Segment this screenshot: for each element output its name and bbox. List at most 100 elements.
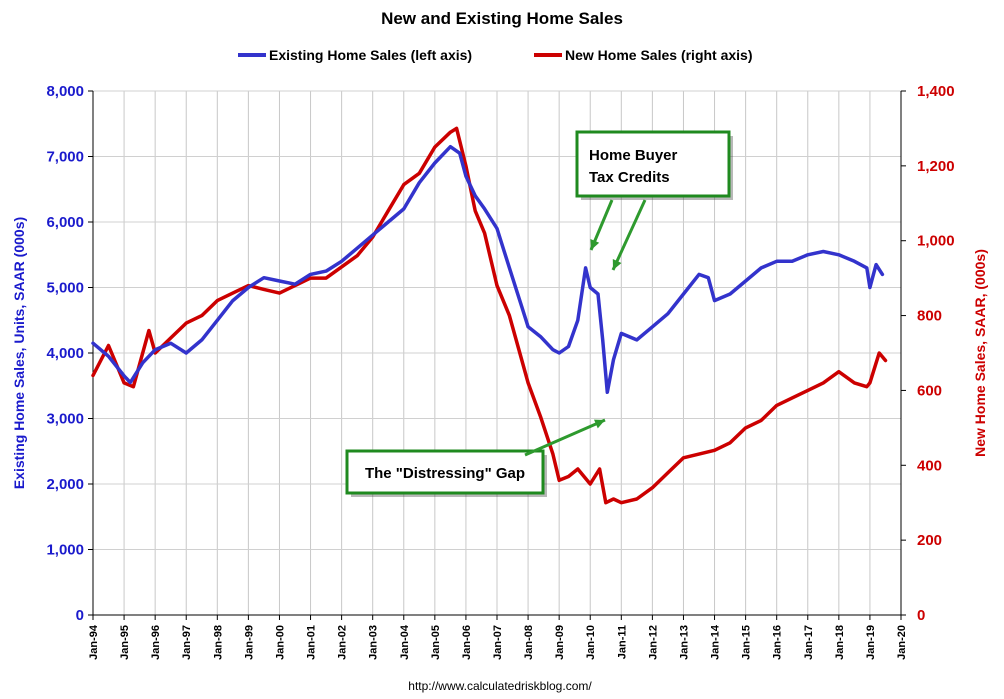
new-home-sales-point [340,266,343,268]
y-right-tick-label: 1,400 [917,83,955,100]
existing-home-sales-point [169,342,172,345]
x-tick-label: Jan-14 [710,624,722,660]
y-right-tick-label: 0 [917,607,925,624]
new-home-sales-point [521,359,523,362]
existing-home-sales-point [521,306,523,308]
arrow-gap-head [594,419,605,429]
new-home-sales-point [577,468,579,470]
source-url[interactable]: http://www.calculatedriskblog.com/ [408,679,592,693]
existing-home-sales-point [356,247,359,249]
axes: Jan-94 Jan-95 Jan-96 Jan-97 Jan-98 Jan-99 Jan-… [46,83,954,660]
new-home-sales-point [791,397,793,399]
existing-home-sales-point [449,145,452,148]
existing-home-sales-point [278,280,281,282]
x-tick-label: Jan-02 [337,625,349,660]
existing-home-sales-point [371,234,374,236]
new-home-sales-point [216,299,219,302]
x-tick-label: Jan-07 [492,625,504,660]
new-home-sales-point [474,210,477,212]
x-tick-label: Jan-96 [150,625,162,660]
y-left-tick-label: 4,000 [46,345,84,362]
existing-home-sales-point [589,286,591,289]
existing-home-sales-point [527,326,529,328]
y-right-tick-label: 600 [917,382,942,399]
x-tick-label: Jan-15 [741,625,753,660]
x-tick-label: Jan-94 [88,624,100,660]
new-home-sales-point [807,389,809,392]
x-tick-label: Jan-18 [834,625,846,660]
new-home-sales-line [91,126,888,505]
new-home-sales-point [278,292,281,294]
annotation-text-tax-credits: Tax Credits [589,169,670,186]
arrow-tax-credit-2-head [612,259,622,270]
existing-home-sales-point [465,175,467,177]
new-home-sales-point [884,359,887,362]
existing-home-sales-point [232,299,234,302]
existing-home-sales-point [496,227,498,230]
y-left-tick-label: 7,000 [46,149,84,166]
new-home-sales-point [636,498,638,500]
existing-home-sales-point [775,260,778,263]
x-tick-label: Jan-01 [306,625,318,660]
x-tick-label: Jan-17 [803,625,815,660]
existing-home-sales-point [474,195,477,197]
annotation-text-tax-credits: Home Buyer [589,147,678,164]
existing-home-sales-point [309,273,312,276]
new-home-sales-point [527,382,529,384]
existing-home-sales-point [325,270,327,272]
y-left-tick-label: 5,000 [46,280,84,297]
new-home-sales-point [612,498,615,500]
x-tick-label: Jan-11 [616,625,628,659]
x-tick-label: Jan-09 [554,625,566,660]
x-tick-label: Jan-04 [399,624,411,660]
existing-home-sales-point [340,260,343,263]
existing-home-sales-point [713,299,716,302]
x-tick-label: Jan-97 [181,625,193,660]
new-home-sales-point [567,475,570,478]
new-home-sales-point [325,277,327,279]
x-tick-label: Jan-03 [368,625,380,660]
new-home-sales-point [558,479,560,482]
new-home-sales-point [387,210,390,212]
existing-home-sales-point [606,391,609,394]
existing-home-sales-point [539,335,542,338]
existing-home-sales-point [791,260,793,263]
existing-home-sales-point [294,283,296,286]
existing-home-sales-point [651,326,654,328]
new-home-sales-point [589,483,591,485]
y-axis-left-label: Existing Home Sales, Units, SAAR (000s) [11,217,27,489]
new-home-sales-point [496,284,498,287]
new-home-sales-point [869,382,871,384]
existing-home-sales-point [418,181,421,184]
arrow-tax-credit-2 [611,199,647,271]
x-tick-label: Jan-06 [461,625,473,660]
existing-home-sales-point [667,312,669,315]
x-tick-label: Jan-99 [243,625,255,660]
existing-home-sales-point [707,276,710,279]
existing-home-sales-point [875,263,877,266]
new-home-sales-point [878,352,880,354]
existing-home-sales-point [247,286,250,289]
new-home-sales-point [605,501,607,504]
existing-home-sales-point [552,348,554,351]
existing-home-sales-point [567,345,570,348]
existing-home-sales-point [508,267,511,269]
existing-home-sales-point [807,254,809,256]
new-home-sales-point [651,486,654,489]
x-tick-label: Jan-00 [274,625,286,660]
new-home-sales-point [455,127,458,130]
new-home-sales-point [760,419,762,422]
new-home-sales-point [552,453,554,455]
new-home-sales-point [539,415,542,418]
new-home-sales-point [698,453,700,455]
existing-home-sales-point [612,358,615,361]
existing-home-sales-point [636,339,638,341]
new-home-sales-point [822,382,825,384]
y-left-tick-label: 8,000 [46,83,84,100]
arrow-tax-credit-1-head [590,239,600,250]
existing-home-sales-point [123,375,125,377]
new-home-sales-point [682,457,685,459]
existing-home-sales-point [263,276,265,279]
y-axis-right-label: New Home Sales, SAAR, (000s) [972,249,988,457]
